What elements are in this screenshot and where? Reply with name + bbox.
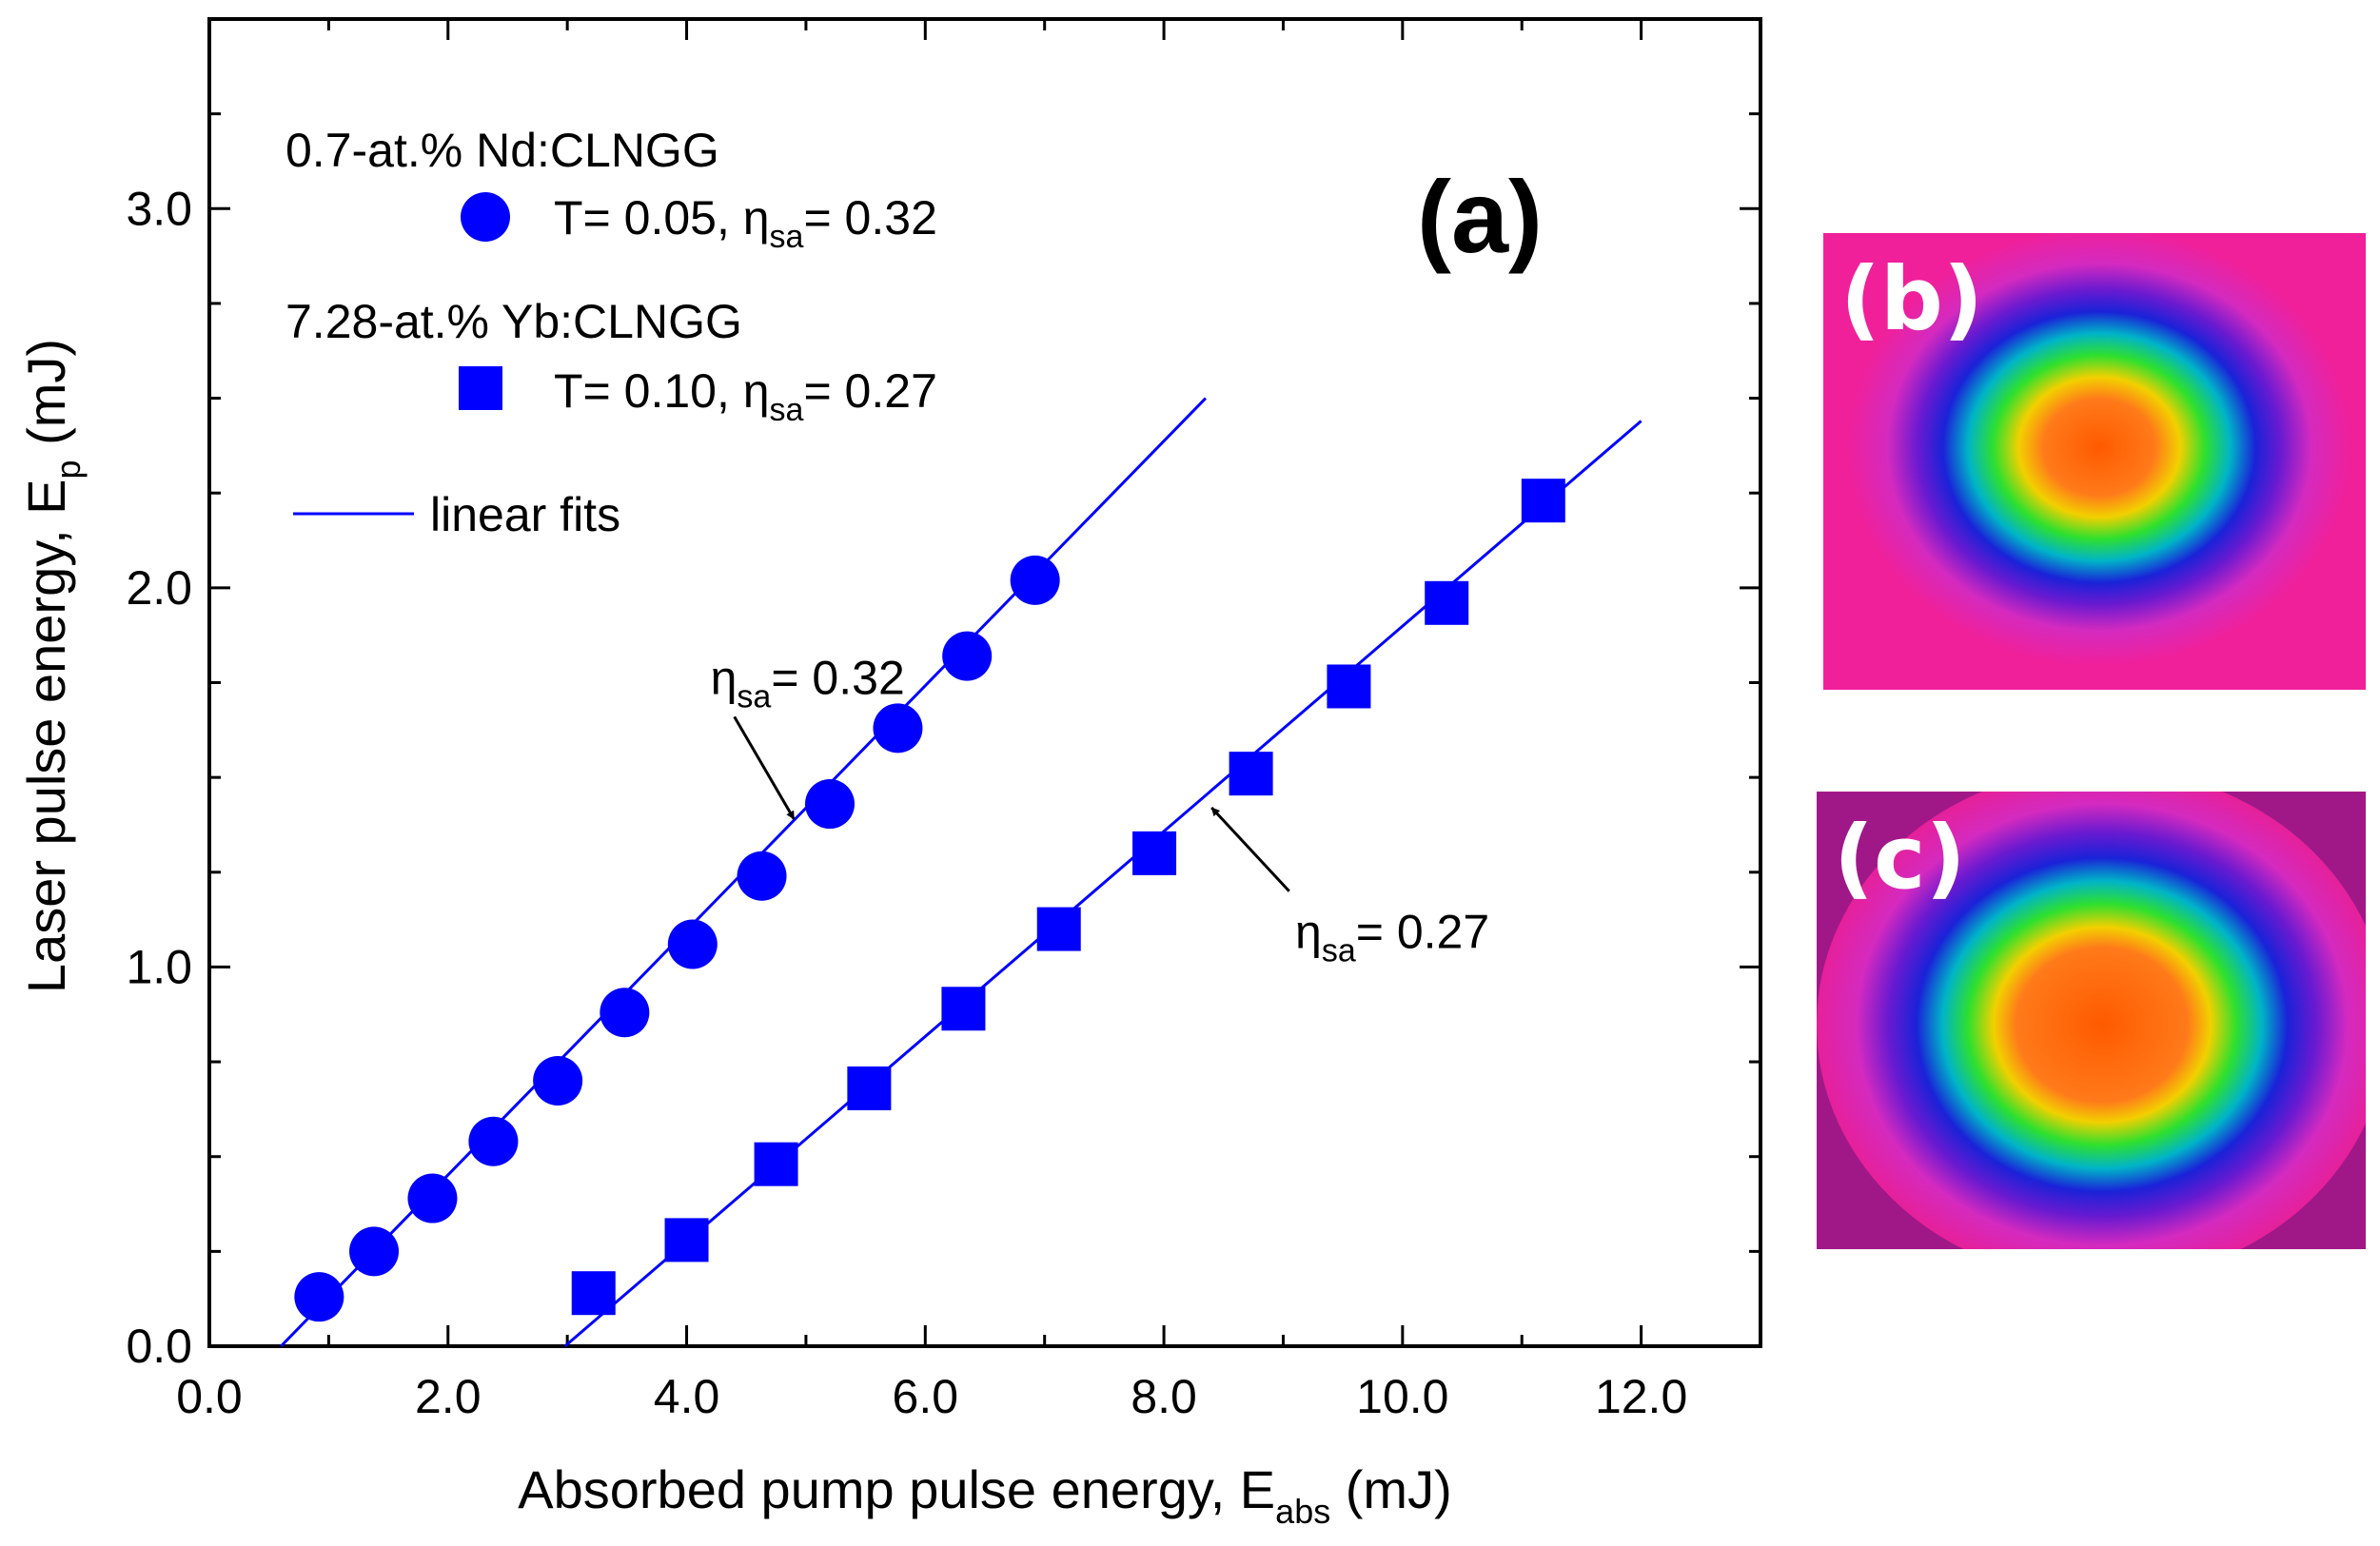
data-point-circle [294, 1272, 344, 1322]
data-point-square [754, 1142, 798, 1186]
x-axis-label: Absorbed pump pulse energy, Eabs (mJ) [518, 1459, 1451, 1531]
annotation-eta-symbol: η [1295, 906, 1322, 959]
data-point-circle [407, 1173, 458, 1223]
axis-ticks [207, 17, 1762, 1348]
panel-label-c: (c) [1834, 807, 1966, 909]
x-tick-label: 8.0 [1131, 1370, 1197, 1423]
annotation-value: = 0.27 [1356, 906, 1489, 959]
x-tick-label: 2.0 [415, 1370, 482, 1423]
data-point-circle [805, 779, 855, 830]
data-point-circle [349, 1226, 400, 1277]
data-point-circle [533, 1056, 583, 1106]
beam-profile-c: (c) [1817, 768, 2380, 1282]
data-point-circle [1010, 555, 1060, 605]
legend-series-1-eta-sub: sa [770, 219, 804, 255]
y-tick-label: 2.0 [126, 561, 192, 615]
y-axis-label-unit: (mJ) [16, 339, 76, 460]
y-tick-label: 1.0 [126, 940, 192, 993]
annotation-label-2: ηsa= 0.27 [1295, 906, 1489, 969]
legend-series-2-eta-sub: sa [770, 392, 804, 428]
legend-series-1-text: T= 0.05, [554, 191, 743, 245]
legend-square-marker [459, 366, 502, 410]
annotation-eta-sub: sa [1322, 933, 1356, 969]
y-axis-label-sub: p [49, 460, 88, 479]
x-axis-label-main: Absorbed pump pulse energy, E [518, 1459, 1275, 1519]
legend-circle-marker [461, 192, 510, 242]
legend-series-2-name: 7.28-at.% Yb:CLNGG [285, 295, 742, 348]
legend-series-2-entry: T= 0.10, ηsa= 0.27 [554, 364, 937, 428]
beam-profile-image [1817, 768, 2380, 1282]
data-point-circle [600, 988, 650, 1038]
annotation-value: = 0.32 [771, 651, 904, 704]
data-point-square [1132, 831, 1177, 875]
data-point-circle [737, 851, 787, 901]
legend-fit-label: linear fits [430, 488, 620, 541]
legend-series-1-eta: η [743, 191, 770, 245]
x-axis-label-unit: (mJ) [1330, 1459, 1452, 1519]
data-point-circle [667, 919, 718, 969]
beam-profile-image [1823, 228, 2366, 690]
annotation-arrow-1 [733, 715, 796, 820]
data-point-square [941, 987, 986, 1031]
data-point-square [1229, 752, 1273, 796]
beam-profile-b: (b) [1823, 228, 2366, 690]
annotation-eta-sub: sa [737, 678, 771, 714]
legend: 0.7-at.% Nd:CLNGG T= 0.05, ηsa= 0.32 7.2… [285, 124, 937, 541]
data-point-square [1521, 479, 1565, 523]
panel-label-b: (b) [1840, 248, 1983, 350]
y-tick-label: 3.0 [126, 182, 192, 235]
y-axis-label: Laser pulse energy, Ep (mJ) [16, 339, 88, 993]
legend-series-1-entry: T= 0.05, ηsa= 0.32 [554, 191, 937, 255]
data-point-circle [942, 631, 993, 681]
data-point-circle [468, 1116, 519, 1166]
annotation-eta-symbol: η [711, 651, 738, 704]
annotation-label-1: ηsa= 0.32 [711, 651, 905, 714]
legend-series-2-value: = 0.27 [803, 364, 936, 418]
legend-series-1-value: = 0.32 [803, 191, 936, 245]
legend-series-1-name: 0.7-at.% Nd:CLNGG [285, 124, 719, 177]
legend-series-2-text: T= 0.10, [554, 364, 743, 418]
data-point-square [664, 1218, 709, 1262]
data-point-square [571, 1271, 616, 1316]
x-tick-label: 6.0 [893, 1370, 959, 1423]
x-tick-label: 4.0 [654, 1370, 720, 1423]
annotation-arrow-2 [1210, 807, 1290, 892]
x-tick-label: 12.0 [1595, 1370, 1687, 1423]
y-tick-label: 0.0 [126, 1320, 192, 1373]
data-point-square [1425, 580, 1469, 625]
x-axis-label-sub: abs [1275, 1492, 1330, 1531]
data-point-square [1036, 907, 1081, 951]
x-tick-label: 10.0 [1356, 1370, 1448, 1423]
data-point-circle [873, 703, 923, 753]
data-point-square [847, 1066, 892, 1110]
x-tick-label: 0.0 [176, 1370, 243, 1423]
data-markers [294, 479, 1565, 1322]
y-axis-label-main: Laser pulse energy, E [16, 479, 76, 993]
panel-label-a: (a) [1417, 159, 1543, 274]
legend-series-2-eta: η [743, 364, 770, 418]
axis-tick-labels: 0.0 2.0 4.0 6.0 8.0 10.0 12.0 0.0 1.0 2.0 3.0 [126, 182, 1687, 1423]
data-point-square [1327, 664, 1371, 709]
fit-line-series-2 [563, 420, 1642, 1348]
